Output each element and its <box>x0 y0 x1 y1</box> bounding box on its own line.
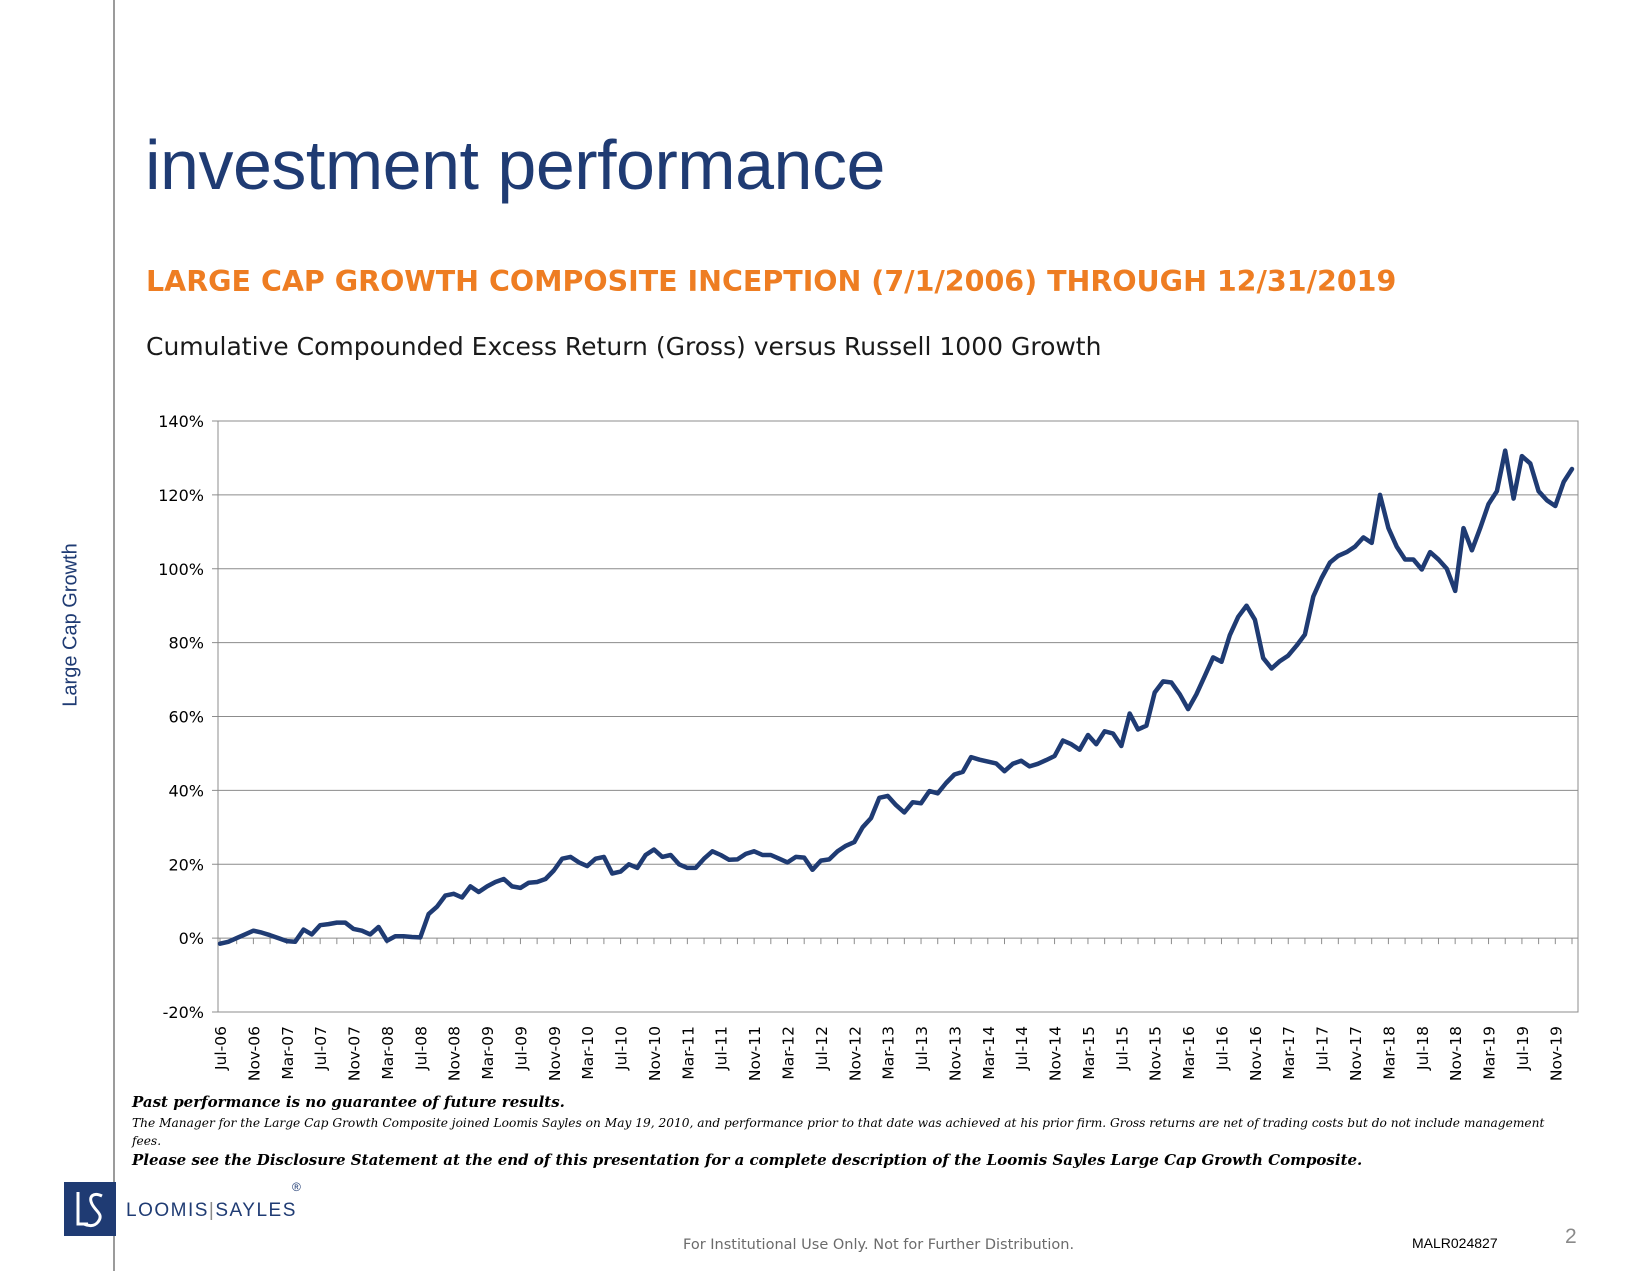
x-tick-label: Nov-09 <box>546 1026 564 1081</box>
performance-disclaimer: Past performance is no guarantee of futu… <box>132 1093 565 1111</box>
x-tick-label: Nov-12 <box>846 1026 864 1081</box>
y-tick-label: 0% <box>179 929 204 948</box>
y-tick-label: 40% <box>168 781 204 800</box>
y-tick-label: 100% <box>158 560 204 579</box>
y-tick-label: 60% <box>168 708 204 727</box>
y-tick-label: 20% <box>168 855 204 874</box>
x-tick-label: Jul-18 <box>1414 1026 1432 1071</box>
page-subtitle: LARGE CAP GROWTH COMPOSITE INCEPTION (7/… <box>146 265 1397 298</box>
x-tick-label: Mar-15 <box>1080 1026 1098 1080</box>
x-tick-label: Nov-19 <box>1547 1026 1565 1081</box>
x-tick-label: Jul-13 <box>913 1026 931 1071</box>
ls-monogram-icon <box>64 1182 116 1236</box>
x-tick-label: Nov-16 <box>1247 1026 1265 1081</box>
x-tick-label: Jul-09 <box>512 1026 530 1071</box>
x-tick-label: Jul-11 <box>713 1026 731 1071</box>
y-tick-label: 80% <box>168 634 204 653</box>
x-tick-label: Jul-08 <box>412 1026 430 1071</box>
x-tick-label: Jul-12 <box>813 1026 831 1071</box>
x-tick-label: Mar-11 <box>679 1026 697 1080</box>
x-tick-label: Mar-12 <box>780 1026 798 1080</box>
x-tick-label: Jul-06 <box>212 1026 230 1071</box>
manager-note: The Manager for the Large Cap Growth Com… <box>132 1116 1545 1148</box>
footnotes: Past performance is no guarantee of futu… <box>132 1092 1572 1170</box>
line-chart: -20% 0% 20% 40% 60% 80% 100% 120% 140% Jul-06 Nov-… <box>158 412 1579 1081</box>
x-tick-label: Mar-10 <box>579 1026 597 1080</box>
x-tick-label: Nov-06 <box>245 1026 263 1081</box>
x-tick-label: Nov-18 <box>1447 1026 1465 1081</box>
loomis-sayles-logo: LOOMIS|SAYLES ® <box>64 1180 314 1236</box>
x-tick-label: Mar-16 <box>1180 1026 1198 1080</box>
x-tick-label: Mar-13 <box>880 1026 898 1080</box>
x-tick-label: Jul-14 <box>1013 1026 1031 1071</box>
x-tick-label: Nov-13 <box>946 1026 964 1081</box>
y-tick-label: 140% <box>158 412 204 431</box>
x-tick-label: Mar-18 <box>1380 1026 1398 1080</box>
x-tick-label: Jul-10 <box>613 1026 631 1071</box>
x-tick-label: Mar-07 <box>279 1026 297 1080</box>
page-number: 2 <box>1565 1225 1577 1248</box>
document-id: MALR024827 <box>1412 1235 1498 1251</box>
confidentiality-footer: For Institutional Use Only. Not for Furt… <box>683 1237 1075 1253</box>
y-tick-label: -20% <box>163 1003 204 1022</box>
x-tick-label: Nov-14 <box>1047 1026 1065 1081</box>
registered-mark: ® <box>292 1180 301 1194</box>
x-tick-label: Mar-17 <box>1280 1026 1298 1080</box>
x-tick-label: Jul-07 <box>312 1026 330 1071</box>
x-tick-label: Nov-11 <box>746 1026 764 1081</box>
y-tick-label: 120% <box>158 486 204 505</box>
series-line <box>217 448 1575 946</box>
x-tick-label: Nov-15 <box>1147 1026 1165 1081</box>
logo-wordmark: LOOMIS|SAYLES <box>126 1200 297 1221</box>
x-tick-label: Mar-19 <box>1481 1026 1499 1080</box>
disclosure-note: Please see the Disclosure Statement at t… <box>132 1151 1363 1169</box>
x-tick-label: Mar-09 <box>479 1026 497 1080</box>
x-tick-label: Jul-16 <box>1213 1026 1231 1071</box>
chart-heading: Cumulative Compounded Excess Return (Gro… <box>146 332 1102 361</box>
page-title: investment performance <box>145 126 885 204</box>
x-tick-label: Mar-08 <box>379 1026 397 1080</box>
x-tick-label: Nov-07 <box>346 1026 364 1081</box>
x-tick-label: Nov-08 <box>446 1026 464 1081</box>
x-tick-label: Jul-19 <box>1514 1026 1532 1071</box>
x-tick-label: Nov-10 <box>646 1026 664 1081</box>
x-tick-label: Nov-17 <box>1347 1026 1365 1081</box>
x-tick-label: Mar-14 <box>980 1026 998 1080</box>
x-tick-label: Jul-15 <box>1113 1026 1131 1071</box>
left-vertical-rule <box>113 0 115 1271</box>
x-tick-label: Jul-17 <box>1314 1026 1332 1071</box>
